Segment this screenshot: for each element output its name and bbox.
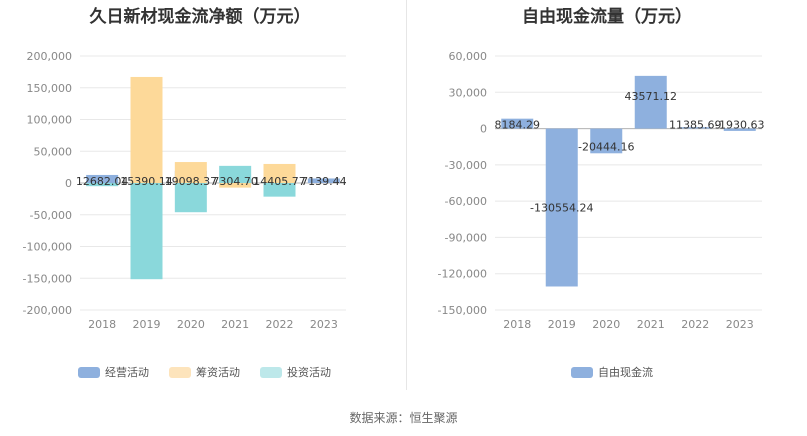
data-label: 19098.37 (165, 175, 218, 188)
legend-swatch (169, 366, 191, 378)
y-tick-label: 0 (65, 177, 72, 190)
y-tick-label: 150,000 (27, 82, 73, 95)
data-label: 7139.44 (301, 175, 347, 188)
bar (86, 174, 119, 183)
data-label: -20444.16 (578, 140, 634, 153)
y-tick-label: 0 (480, 123, 487, 136)
chart-title-left: 久日新材现金流净额（万元） (89, 7, 311, 27)
x-tick-label: 2019 (548, 318, 576, 331)
legend-item-financing[interactable]: 筹资活动 (169, 364, 240, 380)
y-tick-label: -60,000 (445, 195, 487, 208)
data-label: -130554.24 (530, 202, 593, 215)
legend-swatch (260, 366, 282, 378)
chart-title-right: 自由现金流量（万元） (522, 7, 692, 27)
x-tick-label: 2020 (592, 318, 620, 331)
free-cashflow-chart: 60,000 30,000 0 -30,000 -60,000 -90,000 -120,0… (438, 50, 765, 331)
y-tick-label: -120,000 (438, 268, 487, 281)
cashflow-net-chart: 200,000 150,000 100,000 50,000 0 -50,000 -100,… (23, 50, 347, 331)
data-label: 8184.29 (495, 119, 541, 132)
x-tick-label: 2018 (503, 318, 531, 331)
legend-item-free-cashflow[interactable]: 自由现金流 (571, 364, 653, 380)
x-tick-label: 2023 (310, 318, 338, 331)
y-tick-label: 30,000 (449, 86, 488, 99)
y-tick-label: -50,000 (30, 209, 72, 222)
x-tick-label: 2018 (88, 318, 116, 331)
x-tick-label: 2019 (133, 318, 161, 331)
bar (219, 183, 252, 188)
bar (174, 183, 207, 213)
legend-item-operating[interactable]: 经营活动 (78, 364, 149, 380)
y-tick-label: -150,000 (438, 304, 487, 317)
data-label: 43571.12 (625, 90, 678, 103)
x-tick-label: 2020 (177, 318, 205, 331)
y-tick-label: 100,000 (27, 114, 73, 127)
data-label: -1930.63 (715, 119, 764, 132)
bar (634, 75, 667, 129)
legend-left: 经营活动 筹资活动 投资活动 (78, 364, 331, 380)
y-tick-label: 60,000 (449, 50, 488, 63)
y-tick-label: -100,000 (23, 241, 72, 254)
bar (174, 162, 207, 183)
legend-label: 投资活动 (287, 366, 331, 379)
data-label: 14405.77 (253, 175, 306, 188)
legend-label: 自由现金流 (598, 366, 653, 379)
legend-right: 自由现金流 (571, 364, 653, 380)
bar (545, 128, 578, 287)
bar (723, 128, 756, 131)
bar (263, 163, 296, 183)
bar (86, 183, 119, 187)
bar (679, 127, 712, 129)
data-label: 15390.14 (120, 175, 173, 188)
y-tick-label: -30,000 (445, 159, 487, 172)
legend-label: 经营活动 (105, 366, 149, 379)
y-tick-label: 50,000 (34, 145, 73, 158)
data-label: 11385.69 (669, 119, 722, 132)
bar (307, 178, 340, 183)
data-label: 7304.70 (212, 175, 258, 188)
x-tick-label: 2021 (221, 318, 249, 331)
y-tick-label: 200,000 (27, 50, 73, 63)
legend-item-investing[interactable]: 投资活动 (260, 364, 331, 380)
x-tick-label: 2022 (681, 318, 709, 331)
x-tick-label: 2022 (266, 318, 294, 331)
x-tick-label: 2023 (726, 318, 754, 331)
legend-swatch (78, 366, 100, 378)
bar (130, 76, 163, 183)
bar (263, 183, 296, 197)
x-tick-label: 2021 (637, 318, 665, 331)
data-label: 12682.04 (76, 175, 129, 188)
panel-divider (406, 0, 407, 390)
legend-swatch (571, 366, 593, 378)
y-tick-label: -90,000 (445, 231, 487, 244)
bar (590, 128, 623, 154)
y-tick-label: -200,000 (23, 304, 72, 317)
bar (501, 118, 534, 129)
y-tick-label: -150,000 (23, 272, 72, 285)
bar (130, 183, 163, 280)
bar (219, 165, 252, 183)
source-note: 数据来源：恒生聚源 (349, 411, 458, 425)
legend-label: 筹资活动 (196, 366, 240, 379)
